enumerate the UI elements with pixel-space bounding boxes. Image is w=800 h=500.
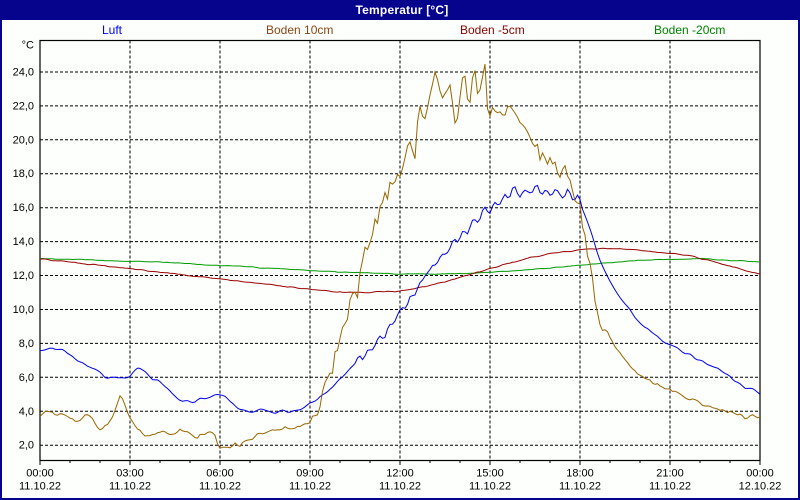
svg-text:6,0: 6,0 bbox=[19, 372, 34, 384]
svg-text:8,0: 8,0 bbox=[19, 338, 34, 350]
svg-text:16,0: 16,0 bbox=[13, 202, 34, 214]
svg-text:18,0: 18,0 bbox=[13, 168, 34, 180]
svg-text:22,0: 22,0 bbox=[13, 100, 34, 112]
svg-text:11.10.22: 11.10.22 bbox=[379, 481, 421, 493]
svg-text:15:00: 15:00 bbox=[476, 468, 504, 480]
svg-text:18:00: 18:00 bbox=[566, 468, 594, 480]
svg-text:12:00: 12:00 bbox=[386, 468, 414, 480]
svg-text:20,0: 20,0 bbox=[13, 134, 34, 146]
svg-text:11.10.22: 11.10.22 bbox=[649, 481, 691, 493]
svg-text:12,0: 12,0 bbox=[13, 270, 34, 282]
svg-text:11.10.22: 11.10.22 bbox=[469, 481, 511, 493]
svg-text:4,0: 4,0 bbox=[19, 406, 34, 418]
svg-text:00:00: 00:00 bbox=[746, 468, 774, 480]
svg-text:11.10.22: 11.10.22 bbox=[19, 481, 61, 493]
svg-text:03:00: 03:00 bbox=[116, 468, 144, 480]
svg-text:12.10.22: 12.10.22 bbox=[739, 481, 782, 493]
svg-text:00:00: 00:00 bbox=[26, 468, 54, 480]
svg-text:24,0: 24,0 bbox=[13, 67, 34, 79]
svg-text:11.10.22: 11.10.22 bbox=[199, 481, 241, 493]
svg-text:2,0: 2,0 bbox=[19, 440, 34, 452]
svg-text:11.10.22: 11.10.22 bbox=[109, 481, 151, 493]
svg-text:06:00: 06:00 bbox=[206, 468, 234, 480]
svg-text:21:00: 21:00 bbox=[656, 468, 684, 480]
svg-text:°C: °C bbox=[22, 40, 34, 52]
svg-text:11.10.22: 11.10.22 bbox=[289, 481, 331, 493]
svg-text:14,0: 14,0 bbox=[13, 236, 34, 248]
svg-text:11.10.22: 11.10.22 bbox=[559, 481, 601, 493]
svg-text:10,0: 10,0 bbox=[13, 304, 34, 316]
svg-text:09:00: 09:00 bbox=[296, 468, 324, 480]
